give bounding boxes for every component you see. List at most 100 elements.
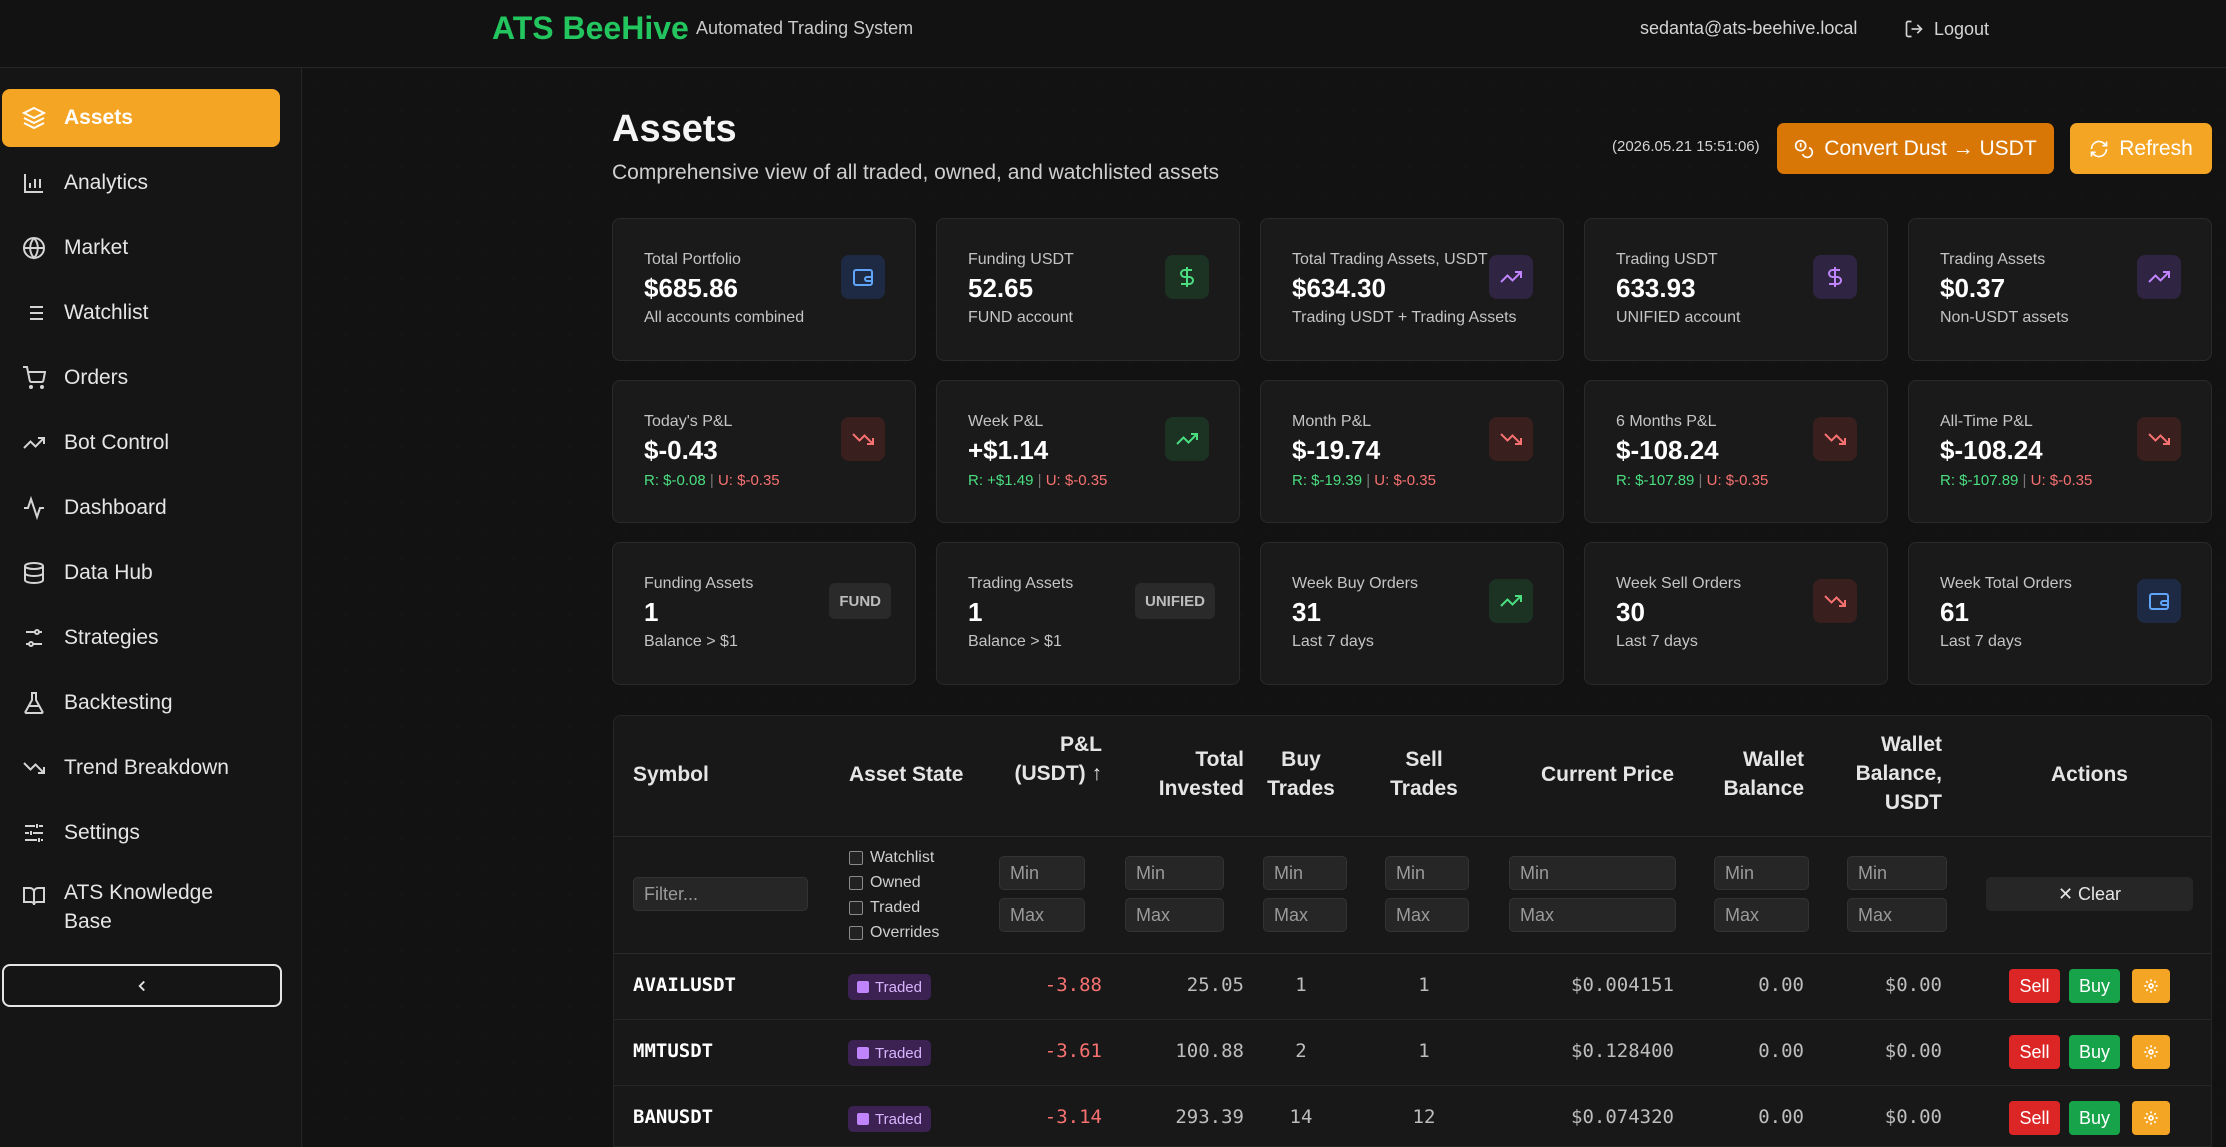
price-cell: $0.004151	[1571, 974, 1674, 996]
logout-button[interactable]: Logout	[1904, 14, 1989, 44]
pnl-min-input[interactable]: Min	[999, 856, 1085, 890]
checkbox-box[interactable]	[849, 851, 863, 865]
sidebar-item-data-hub[interactable]: Data Hub	[2, 544, 280, 602]
col-header-asset-state[interactable]: Asset State	[849, 763, 964, 786]
symbol-cell[interactable]: AVAILUSDT	[633, 974, 736, 996]
traded-checkbox[interactable]: Traded	[849, 899, 920, 917]
stat-note: Balance > $1	[968, 633, 1062, 650]
sidebar-item-trend-breakdown[interactable]: Trend Breakdown	[2, 739, 280, 797]
unrealized-pnl: U: $-0.35	[1706, 472, 1769, 489]
pnl-max-input[interactable]: Max	[999, 898, 1085, 932]
pnl-cell: -3.88	[1044, 974, 1102, 996]
table-row[interactable]: BANUSDT Traded -3.14 293.39 14 12 $0.074…	[614, 1086, 2211, 1146]
asset-state-label: Traded	[875, 1110, 922, 1128]
col-header-wallet-balance[interactable]: Wallet Balance	[1723, 748, 1804, 800]
invested-min-input[interactable]: Min	[1125, 856, 1224, 890]
trending-up-icon	[2137, 255, 2181, 299]
buy-button[interactable]: Buy	[2069, 969, 2120, 1003]
sell-trades-cell: 1	[1418, 1040, 1430, 1062]
trending-down-icon	[841, 417, 885, 461]
realized-pnl: R: $-107.89	[1940, 472, 2019, 489]
sidebar-item-settings[interactable]: Settings	[2, 804, 280, 862]
chevron-left-icon	[138, 980, 145, 991]
asset-state-badge: Traded	[848, 974, 931, 1000]
col-header-wallet-balance-usdt[interactable]: Wallet Balance, USDT	[1855, 733, 1942, 814]
sell-trades-max-input[interactable]: Max	[1385, 898, 1469, 932]
cart-icon	[23, 366, 46, 389]
logout-icon	[1905, 20, 1923, 38]
buy-button[interactable]: Buy	[2069, 1035, 2120, 1069]
stat-label: Funding Assets	[644, 575, 754, 592]
dollar-icon	[1813, 255, 1857, 299]
symbol-cell[interactable]: BANUSDT	[633, 1106, 714, 1128]
checkbox-box[interactable]	[849, 901, 863, 915]
buy-trades-cell: 1	[1295, 974, 1307, 996]
sidebar-item-market[interactable]: Market	[2, 219, 280, 277]
gear-icon[interactable]	[2132, 1101, 2170, 1135]
buy-button[interactable]: Buy	[2069, 1101, 2120, 1135]
sidebar-item-backtesting[interactable]: Backtesting	[2, 674, 280, 732]
sidebar-item-analytics[interactable]: Analytics	[2, 154, 280, 212]
clear-filters-button[interactable]: ✕ Clear	[1986, 877, 2193, 911]
wallet-usdt-max-input[interactable]: Max	[1847, 898, 1947, 932]
invested-cell: 25.05	[1186, 974, 1244, 996]
sidebar-item-strategies[interactable]: Strategies	[2, 609, 280, 667]
col-header-pnl[interactable]: P&L (USDT) ↑	[1014, 733, 1103, 785]
sell-button[interactable]: Sell	[2009, 1101, 2060, 1135]
col-header-total-invested[interactable]: Total Invested	[1158, 748, 1244, 800]
stat-label: Total Trading Assets, USDT	[1292, 251, 1488, 268]
stat-value: $-108.24	[1616, 435, 1719, 465]
pnl-cell: -3.61	[1044, 1040, 1102, 1062]
buy-trades-max-input[interactable]: Max	[1263, 898, 1347, 932]
brand-title[interactable]: ATS BeeHive	[492, 10, 689, 46]
sidebar-item-watchlist[interactable]: Watchlist	[2, 284, 280, 342]
sidebar-collapse-button[interactable]	[2, 964, 282, 1007]
col-header-symbol[interactable]: Symbol	[633, 763, 709, 786]
gear-icon[interactable]	[2132, 969, 2170, 1003]
price-min-input[interactable]: Min	[1509, 856, 1676, 890]
convert-dust-button[interactable]: Convert Dust → USDT	[1777, 123, 2054, 174]
table-row[interactable]: MMTUSDT Traded -3.61 100.88 2 1 $0.12840…	[614, 1020, 2211, 1086]
sidebar-item-label: Assets	[64, 106, 133, 129]
price-max-input[interactable]: Max	[1509, 898, 1676, 932]
col-header-current-price[interactable]: Current Price	[1540, 763, 1674, 786]
sidebar-item-dashboard[interactable]: Dashboard	[2, 479, 280, 537]
wallet-max-input[interactable]: Max	[1714, 898, 1809, 932]
sidebar-item-bot-control[interactable]: Bot Control	[2, 414, 280, 472]
refresh-button[interactable]: Refresh	[2070, 123, 2212, 174]
symbol-cell[interactable]: MMTUSDT	[633, 1040, 714, 1062]
top-bar: ATS BeeHive Automated Trading System sed…	[0, 0, 2226, 68]
owned-checkbox[interactable]: Owned	[849, 874, 921, 892]
trending-up-icon	[1489, 255, 1533, 299]
checkbox-box[interactable]	[849, 876, 863, 890]
sidebar-item-knowledge-base[interactable]: ATS Knowledge Base	[2, 874, 280, 934]
unrealized-pnl: U: $-0.35	[2030, 472, 2093, 489]
wallet-min-input[interactable]: Min	[1714, 856, 1809, 890]
asset-state-label: Traded	[875, 1044, 922, 1062]
sidebar-item-orders[interactable]: Orders	[2, 349, 280, 407]
stat-note: Last 7 days	[1940, 633, 2022, 650]
sidebar-item-assets[interactable]: Assets	[2, 89, 280, 147]
checkbox-box[interactable]	[849, 926, 863, 940]
chart-emoji-icon	[857, 1047, 869, 1059]
col-header-buy-trades[interactable]: Buy Trades	[1267, 748, 1335, 800]
stat-card-trading-usdt: Trading USDT 633.93 UNIFIED account	[1584, 218, 1888, 361]
col-header-sell-trades[interactable]: Sell Trades	[1390, 748, 1458, 800]
stat-value: 1	[968, 597, 983, 627]
watchlist-checkbox[interactable]: Watchlist	[849, 849, 934, 867]
buy-trades-min-input[interactable]: Min	[1263, 856, 1347, 890]
wallet-usdt-min-input[interactable]: Min	[1847, 856, 1947, 890]
sell-trades-min-input[interactable]: Min	[1385, 856, 1469, 890]
overrides-checkbox[interactable]: Overrides	[849, 924, 939, 942]
sell-button[interactable]: Sell	[2009, 969, 2060, 1003]
gear-icon[interactable]	[2132, 1035, 2170, 1069]
stat-value: 30	[1616, 597, 1645, 627]
stat-note: Last 7 days	[1616, 633, 1698, 650]
price-cell: $0.074320	[1571, 1106, 1674, 1128]
sell-button[interactable]: Sell	[2009, 1035, 2060, 1069]
invested-max-input[interactable]: Max	[1125, 898, 1224, 932]
stat-value: $0.37	[1940, 273, 2006, 303]
table-row[interactable]: AVAILUSDT Traded -3.88 25.05 1 1 $0.0041…	[614, 954, 2211, 1020]
list-icon	[25, 306, 43, 320]
symbol-filter-input[interactable]: Filter...	[633, 877, 808, 911]
